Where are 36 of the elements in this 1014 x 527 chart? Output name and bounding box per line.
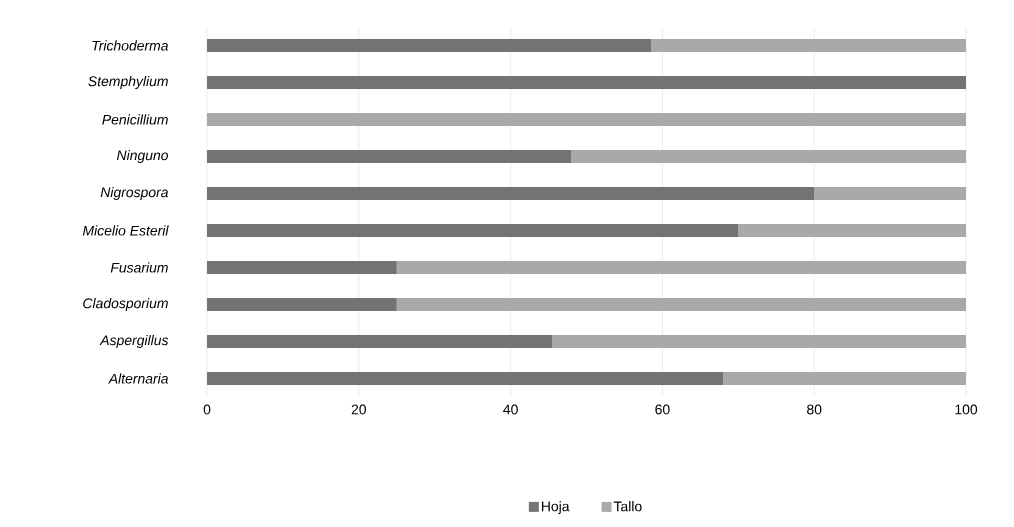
y-tick-label: Aspergillus bbox=[99, 334, 169, 348]
bar bbox=[207, 75, 967, 89]
bar bbox=[723, 371, 967, 385]
y-tick-label: Ninguno bbox=[116, 149, 169, 163]
bar bbox=[207, 149, 572, 163]
x-tick-label: 40 bbox=[503, 404, 518, 415]
y-tick-label: Alternaria bbox=[108, 373, 168, 384]
bar bbox=[207, 38, 652, 52]
x-tick-label: 100 bbox=[955, 404, 978, 415]
y-tick-label: Nigrospora bbox=[100, 186, 168, 200]
y-tick-label: Fusarium bbox=[110, 262, 168, 273]
bar bbox=[552, 334, 967, 348]
y-tick-label: Stemphylium bbox=[88, 75, 168, 89]
legend-label: Hoja bbox=[541, 501, 570, 515]
bar bbox=[207, 260, 397, 274]
x-tick-label: 20 bbox=[351, 404, 367, 415]
bar bbox=[814, 186, 967, 200]
x-tick-label: 80 bbox=[807, 404, 822, 415]
bar bbox=[396, 297, 967, 311]
x-tick-label: 60 bbox=[655, 404, 670, 415]
bar bbox=[738, 223, 967, 237]
y-tick-label: Trichoderma bbox=[92, 40, 169, 51]
bar bbox=[651, 38, 967, 52]
x-tick-label: 0 bbox=[203, 404, 211, 415]
y-tick-label: Penicillium bbox=[102, 114, 168, 125]
bar bbox=[571, 149, 967, 163]
bar bbox=[207, 371, 724, 385]
y-tick-label: Micelio Esteril bbox=[82, 225, 169, 236]
bar bbox=[207, 186, 815, 200]
bar bbox=[207, 223, 739, 237]
legend-label: Tallo bbox=[613, 501, 642, 512]
y-tick-label: Cladosporium bbox=[83, 297, 168, 311]
bar bbox=[396, 260, 967, 274]
bar bbox=[207, 112, 967, 126]
bar bbox=[207, 297, 397, 311]
bar bbox=[207, 334, 553, 348]
